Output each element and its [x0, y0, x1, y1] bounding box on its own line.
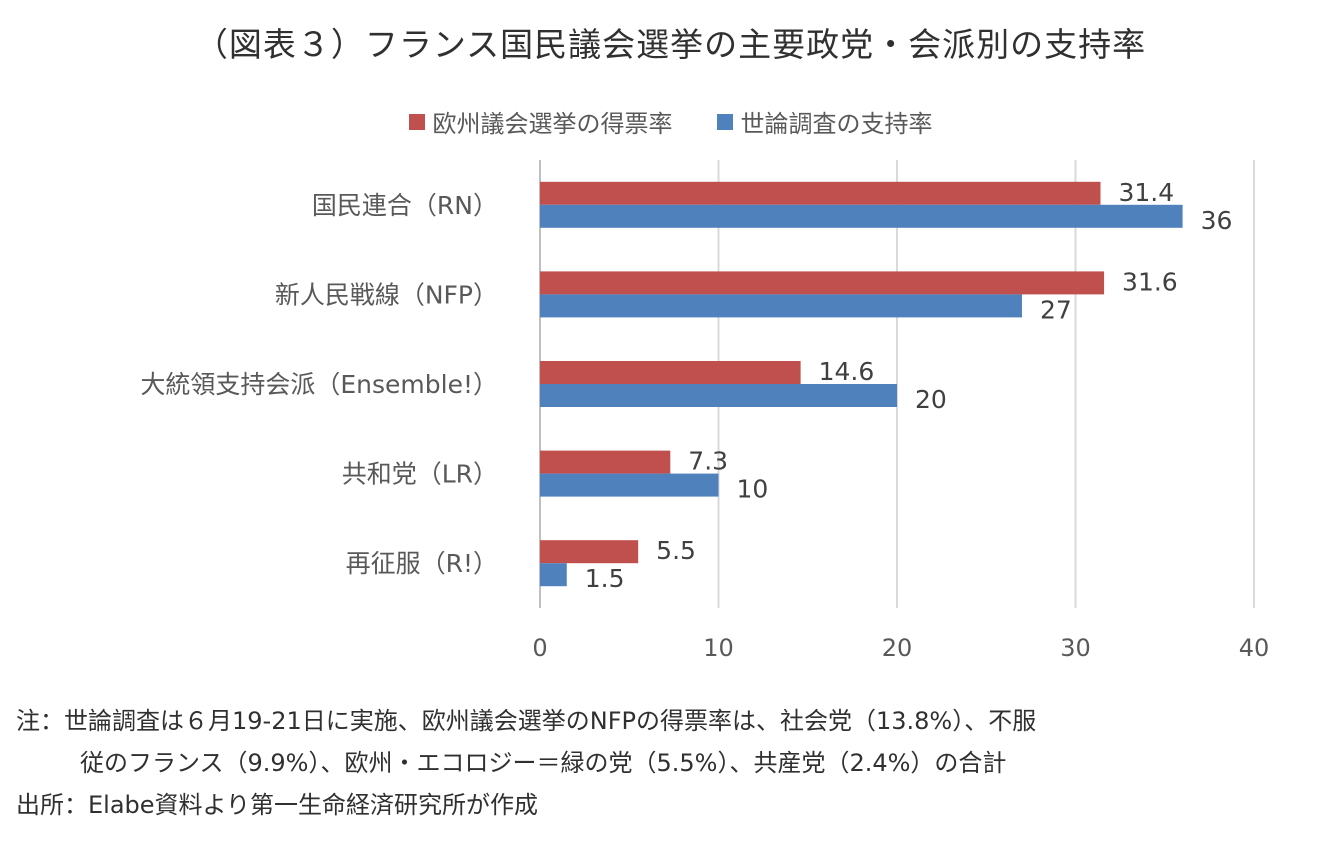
- bar: [540, 204, 1183, 228]
- legend-label-poll: 世論調査の支持率: [740, 110, 933, 138]
- note-line-2: 従のフランス（9.9%）、欧州・エコロジー＝緑の党（5.5%）、共産党（2.4%…: [80, 749, 1007, 777]
- bar: [540, 563, 567, 587]
- x-tick-label: 0: [532, 634, 547, 662]
- chart-notes: 注：世論調査は６月19-21日に実施、欧州議会選挙のNFPの得票率は、社会党（1…: [16, 700, 1036, 826]
- data-label: 7.3: [688, 447, 728, 476]
- category-label: 新人民戦線（NFP）: [275, 280, 498, 309]
- chart-title: （図表３）フランス国民議会選挙の主要政党・会派別の支持率: [194, 25, 1147, 64]
- chart-legend: 欧州議会選挙の得票率 世論調査の支持率: [0, 104, 1341, 139]
- bar: [540, 473, 719, 497]
- legend-swatch-election: [408, 113, 425, 130]
- category-label: 再征服（R!）: [346, 549, 498, 578]
- bar: [540, 540, 639, 564]
- bar: [540, 384, 897, 407]
- data-label: 27: [1040, 295, 1072, 324]
- category-label: 大統領支持会派（Ensemble!）: [140, 370, 498, 399]
- bar: [540, 361, 801, 384]
- data-label: 31.4: [1118, 178, 1174, 207]
- x-tick-label: 40: [1239, 634, 1270, 662]
- category-label: 国民連合（RN）: [312, 191, 498, 220]
- note-line-1: 注：世論調査は６月19-21日に実施、欧州議会選挙のNFPの得票率は、社会党（1…: [16, 707, 1037, 735]
- data-label: 31.6: [1122, 267, 1178, 296]
- legend-item-election: 欧州議会選挙の得票率: [408, 104, 673, 139]
- legend-item-poll: 世論調査の支持率: [716, 104, 933, 139]
- bar: [540, 450, 671, 474]
- legend-swatch-poll: [716, 113, 733, 130]
- x-tick-label: 30: [1060, 634, 1091, 662]
- data-label: 1.5: [585, 564, 625, 593]
- source-line: 出所：Elabe資料より第一生命経済研究所が作成: [16, 791, 539, 819]
- x-tick-label: 20: [882, 634, 913, 662]
- data-label: 14.6: [819, 357, 875, 386]
- bar: [540, 294, 1022, 318]
- legend-label-election: 欧州議会選挙の得票率: [432, 110, 673, 138]
- bar: [540, 181, 1101, 205]
- data-label: 20: [915, 385, 947, 414]
- data-label: 36: [1201, 206, 1233, 235]
- x-tick-label: 10: [703, 634, 734, 662]
- bar-chart: 0 10 20 30 40 国民連合（RN） 31.4 36 新人民戦線（NFP） 31.6 27 大…: [140, 160, 1270, 662]
- category-label: 共和党（LR）: [342, 460, 498, 489]
- data-label: 5.5: [656, 536, 696, 565]
- data-label: 10: [737, 475, 769, 504]
- bar: [540, 271, 1105, 295]
